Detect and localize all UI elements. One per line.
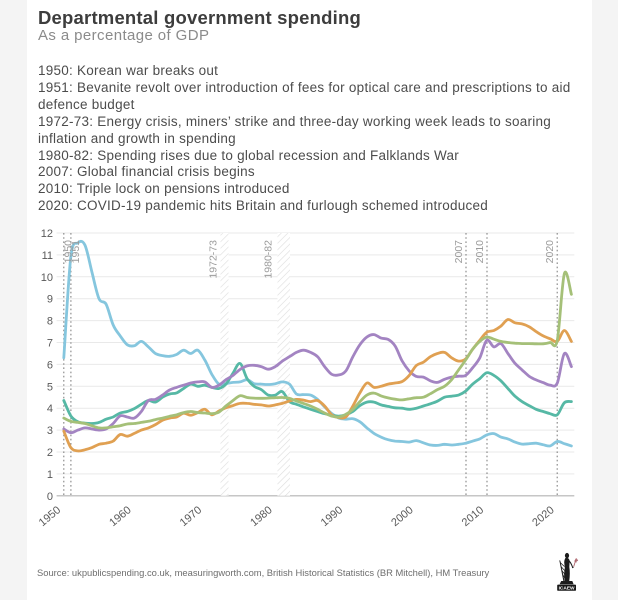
svg-text:11: 11 xyxy=(42,250,53,262)
svg-text:1950: 1950 xyxy=(37,504,63,529)
svg-text:2020: 2020 xyxy=(544,240,556,264)
svg-text:12: 12 xyxy=(41,228,53,240)
svg-text:1980: 1980 xyxy=(248,504,274,529)
svg-text:2010: 2010 xyxy=(460,504,486,529)
svg-text:10: 10 xyxy=(41,272,53,284)
svg-text:5: 5 xyxy=(47,381,53,393)
svg-text:1950: 1950 xyxy=(63,240,75,264)
svg-text:ICAEW: ICAEW xyxy=(559,586,575,592)
svg-text:1980-82: 1980-82 xyxy=(263,240,275,279)
svg-text:1990: 1990 xyxy=(319,504,345,529)
svg-text:2007: 2007 xyxy=(453,240,465,264)
svg-text:1951: 1951 xyxy=(70,240,82,264)
svg-text:2020: 2020 xyxy=(530,504,556,529)
svg-text:7: 7 xyxy=(47,338,53,350)
svg-text:8: 8 xyxy=(47,316,53,328)
svg-text:4: 4 xyxy=(47,403,53,415)
svg-text:2: 2 xyxy=(47,447,53,459)
svg-text:1960: 1960 xyxy=(107,504,133,529)
svg-text:9: 9 xyxy=(47,294,53,306)
svg-text:1970: 1970 xyxy=(178,504,204,529)
svg-text:6: 6 xyxy=(47,359,53,371)
svg-text:2000: 2000 xyxy=(389,504,415,529)
svg-text:3: 3 xyxy=(47,425,53,437)
svg-text:1972-73: 1972-73 xyxy=(208,240,220,279)
svg-text:1: 1 xyxy=(47,469,53,481)
svg-text:2010: 2010 xyxy=(474,240,486,264)
svg-text:0: 0 xyxy=(47,491,53,503)
